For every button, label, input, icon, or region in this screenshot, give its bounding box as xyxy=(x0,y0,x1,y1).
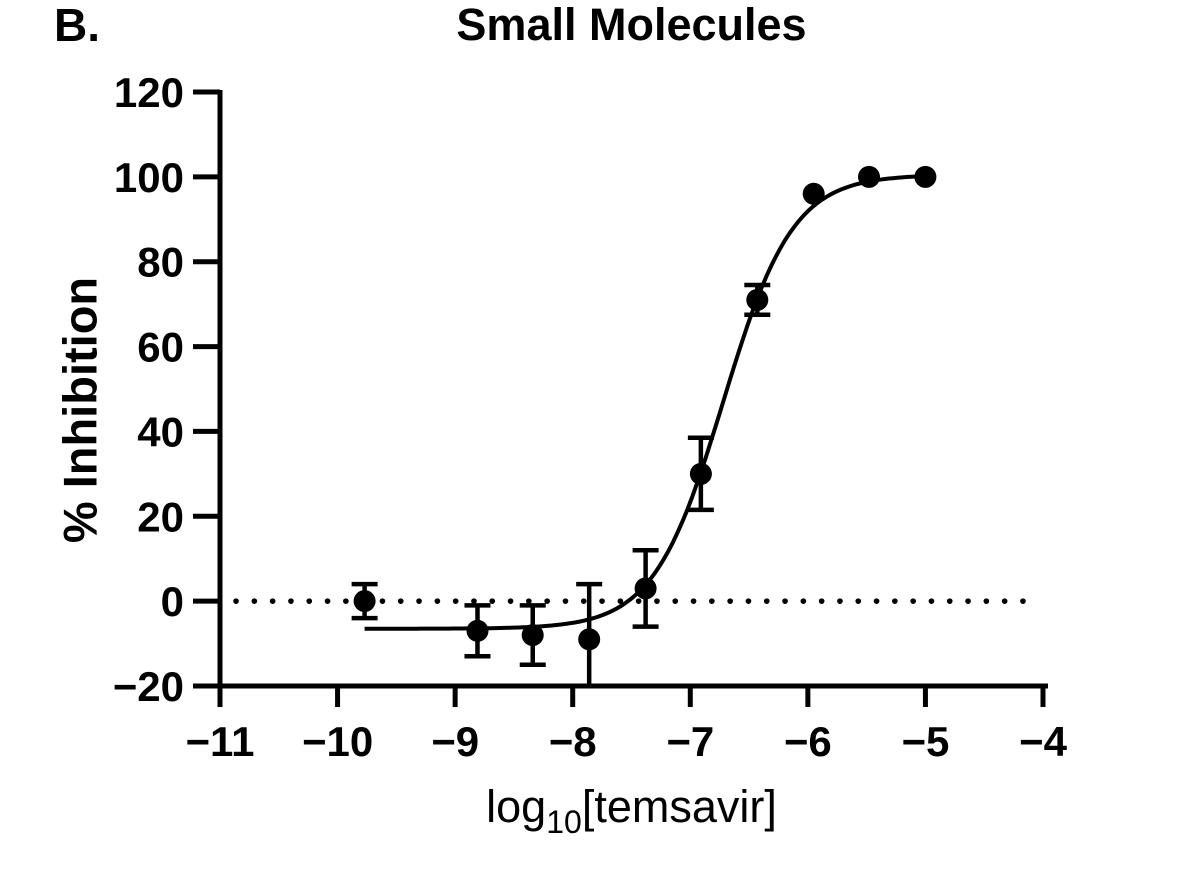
data-point-marker xyxy=(353,590,376,613)
y-tick-label: −20 xyxy=(113,663,184,710)
x-axis-title: log10[temsavir] xyxy=(220,784,1043,838)
data-point-marker xyxy=(521,624,544,647)
x-tick-label: −10 xyxy=(302,718,373,765)
data-point-marker xyxy=(689,462,712,485)
data-point-marker xyxy=(466,619,489,642)
y-tick-label: 100 xyxy=(114,154,184,201)
y-tick-label: 0 xyxy=(161,578,184,625)
data-point-marker xyxy=(578,628,601,651)
x-tick-label: −11 xyxy=(186,718,255,765)
panel-label: B. xyxy=(54,0,100,51)
x-tick-label: −6 xyxy=(784,718,832,765)
x-tick-label: −8 xyxy=(549,718,597,765)
y-tick-label: 80 xyxy=(137,239,184,286)
x-tick-label: −7 xyxy=(666,718,714,765)
y-tick-label: 120 xyxy=(114,69,184,116)
data-point-marker xyxy=(634,577,657,600)
x-tick-label: −4 xyxy=(1019,718,1068,765)
x-tick-label: −5 xyxy=(901,718,949,765)
data-point-marker xyxy=(858,165,880,188)
data-point-marker xyxy=(914,165,937,188)
data-point-marker xyxy=(802,182,825,205)
x-axis-title-prefix: log xyxy=(486,781,547,832)
x-tick-label: −9 xyxy=(431,718,479,765)
y-tick-label: 60 xyxy=(137,324,184,371)
x-axis-title-suffix: [temsavir] xyxy=(581,781,777,832)
y-tick-label: 40 xyxy=(137,408,184,455)
x-axis-title-subscript: 10 xyxy=(546,804,582,840)
y-axis-title: % Inhibition xyxy=(53,276,107,544)
y-tick-label: 20 xyxy=(137,493,184,540)
chart-title: Small Molecules xyxy=(456,0,807,50)
data-point-marker xyxy=(746,288,769,311)
